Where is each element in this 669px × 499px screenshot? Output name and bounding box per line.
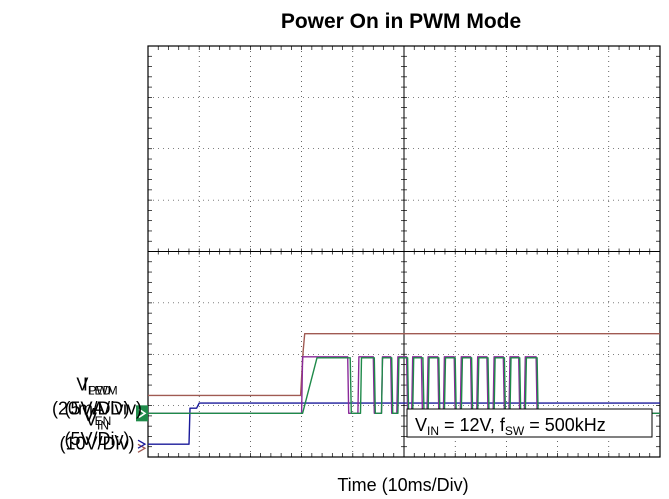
channel-scale-label: (5V/Div) xyxy=(64,398,129,418)
ground-marker xyxy=(137,443,147,453)
chart-title: Power On in PWM Mode xyxy=(281,10,521,33)
trace-v-en xyxy=(148,402,660,445)
channel-name-label: ILED xyxy=(83,374,112,397)
channel-scale-label: (10V/Div) xyxy=(59,433,134,453)
channel-name-label: VEN xyxy=(83,405,112,428)
channel-labels: VIN(10V/Div)VEN(5V/Div)VPWM(5V/Div)ILED(… xyxy=(52,374,148,453)
conditions-box xyxy=(406,408,653,438)
channel-scale-label: (5V/Div) xyxy=(64,429,129,449)
scope-grid xyxy=(147,45,661,458)
channel-name-label: VIN xyxy=(85,409,109,432)
channel-scale-label: (20mA/Div) xyxy=(52,398,142,418)
conditions-annotation: VIN = 12V, fSW = 500kHz xyxy=(415,415,606,438)
channel-name-label: VPWM xyxy=(76,374,117,397)
ground-marker-arrow xyxy=(138,408,147,418)
ground-marker xyxy=(137,439,147,449)
x-axis-label: Time (10ms/Div) xyxy=(337,475,468,495)
